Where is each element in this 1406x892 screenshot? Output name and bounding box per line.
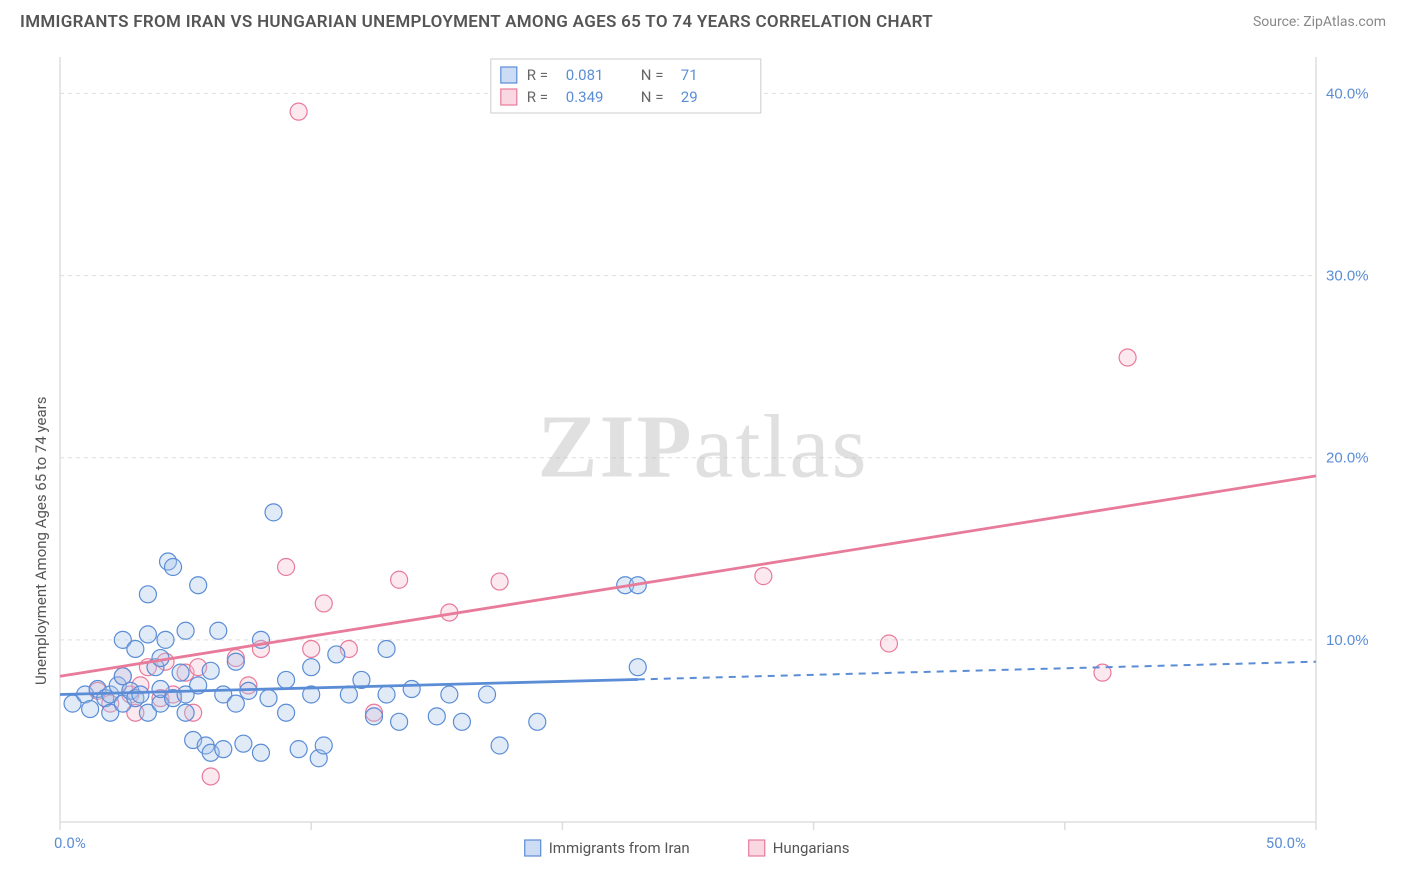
scatter-point-hungarians (491, 573, 508, 590)
y-tick-label: 40.0% (1326, 85, 1369, 102)
scatter-point-iran (139, 586, 156, 603)
scatter-point-iran (378, 686, 395, 703)
legend-n-label: N = (641, 88, 664, 106)
y-tick-label: 10.0% (1326, 632, 1369, 649)
scatter-point-iran (290, 741, 307, 758)
legend-n-label: N = (641, 66, 664, 84)
legend-n-value-hungarians: 29 (681, 88, 698, 106)
legend-bottom-label-hungarians: Hungarians (773, 839, 850, 857)
scatter-point-iran (252, 744, 269, 761)
scatter-point-iran (428, 708, 445, 725)
y-tick-label: 30.0% (1326, 268, 1369, 285)
legend-r-label: R = (527, 88, 548, 106)
scatter-point-iran (157, 631, 174, 648)
scatter-point-iran (132, 686, 149, 703)
scatter-point-iran (177, 622, 194, 639)
scatter-point-iran (202, 662, 219, 679)
scatter-point-iran (139, 626, 156, 643)
trendline-hungarians (60, 476, 1316, 676)
scatter-point-iran (378, 640, 395, 657)
scatter-point-iran (453, 713, 470, 730)
scatter-point-iran (441, 686, 458, 703)
scatter-point-iran (315, 737, 332, 754)
scatter-point-iran (278, 704, 295, 721)
scatter-point-iran (265, 504, 282, 521)
scatter-point-hungarians (202, 768, 219, 785)
scatter-point-iran (210, 622, 227, 639)
legend-bottom-label-iran: Immigrants from Iran (549, 839, 690, 857)
scatter-point-iran (260, 690, 277, 707)
y-axis-label: Unemployment Among Ages 65 to 74 years (32, 397, 50, 685)
scatter-point-iran (303, 659, 320, 676)
chart-title: IMMIGRANTS FROM IRAN VS HUNGARIAN UNEMPL… (20, 12, 933, 32)
source-label: Source: ZipAtlas.com (1253, 14, 1386, 30)
x-label-left: 0.0% (54, 834, 86, 852)
scatter-point-iran (391, 713, 408, 730)
legend-bottom-swatch-iran (525, 840, 541, 856)
scatter-point-hungarians (755, 568, 772, 585)
scatter-point-hungarians (303, 640, 320, 657)
scatter-point-iran (127, 640, 144, 657)
scatter-point-iran (328, 646, 345, 663)
scatter-point-iran (529, 713, 546, 730)
scatter-point-hungarians (290, 103, 307, 120)
scatter-point-hungarians (1119, 349, 1136, 366)
scatter-point-iran (227, 653, 244, 670)
scatter-chart: 10.0% 20.0% 30.0% 40.0% 0.0% 50.0% R = 0.081 N =… (20, 45, 1386, 882)
scatter-point-iran (82, 701, 99, 718)
scatter-point-iran (190, 577, 207, 594)
legend-swatch-hungarians (501, 89, 517, 105)
scatter-point-iran (172, 664, 189, 681)
scatter-point-iran (491, 737, 508, 754)
scatter-point-iran (215, 741, 232, 758)
scatter-point-iran (403, 681, 420, 698)
scatter-point-hungarians (278, 559, 295, 576)
scatter-point-iran (340, 686, 357, 703)
scatter-point-iran (629, 659, 646, 676)
scatter-point-iran (165, 559, 182, 576)
scatter-point-iran (177, 704, 194, 721)
legend-swatch-iran (501, 67, 517, 83)
scatter-point-iran (366, 708, 383, 725)
scatter-point-iran (278, 671, 295, 688)
legend-r-value-iran: 0.081 (566, 66, 604, 84)
scatter-point-iran (235, 735, 252, 752)
legend-n-value-iran: 71 (681, 66, 698, 84)
trendline-iran-dashed (638, 662, 1316, 680)
scatter-point-hungarians (315, 595, 332, 612)
x-label-right: 50.0% (1266, 834, 1306, 852)
scatter-point-iran (479, 686, 496, 703)
scatter-point-hungarians (880, 635, 897, 652)
scatter-point-hungarians (391, 571, 408, 588)
legend-r-value-hungarians: 0.349 (566, 88, 604, 106)
legend-r-label: R = (527, 66, 548, 84)
scatter-point-iran (227, 695, 244, 712)
legend-bottom-swatch-hungarians (749, 840, 765, 856)
y-tick-label: 20.0% (1326, 450, 1369, 467)
